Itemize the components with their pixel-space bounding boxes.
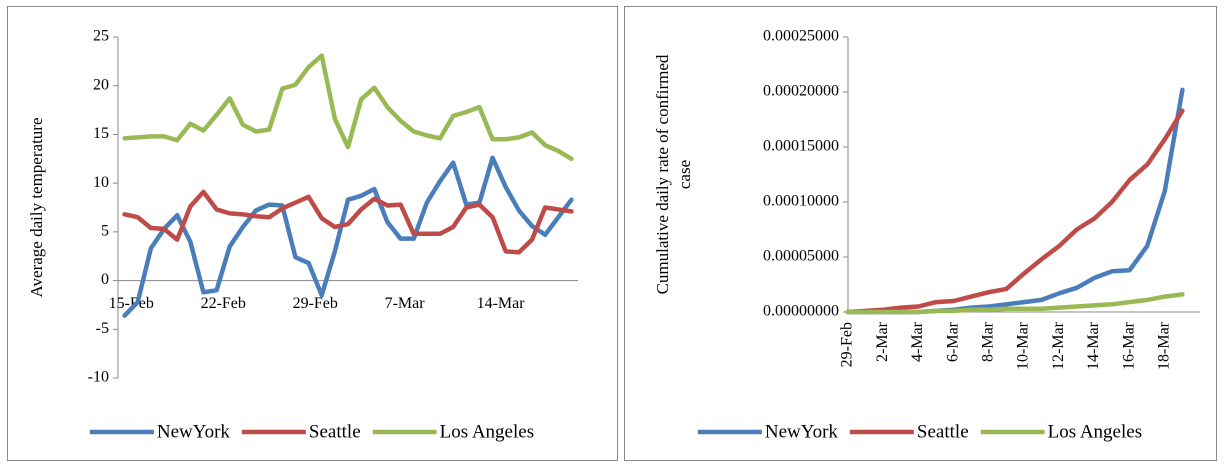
y-tick-label: -10 [88,369,109,386]
series-line [122,155,574,318]
x-tick-label: 16-Mar [1120,321,1137,370]
y-tick-label: -5 [96,320,109,337]
legend-label: Los Angeles [1048,421,1142,442]
x-tick-label: 14-Mar [477,295,526,312]
series-line [845,108,1185,315]
y-tick-label: 0.00005000 [763,248,839,265]
x-tick-label: 12-Mar [1050,321,1067,370]
y-axis-title: Cumulative daily rate of confirmed [653,54,672,294]
legend-label: Los Angeles [440,421,534,442]
x-tick-label: 18-Mar [1155,321,1172,370]
x-tick-label: 14-Mar [1085,321,1102,370]
y-tick-label: 0.00025000 [763,28,839,45]
x-tick-label: 6-Mar [944,321,961,362]
x-tick-label: 29-Feb [839,322,856,367]
y-tick-label: 0.00000000 [763,303,839,320]
series-line [122,189,574,255]
y-tick-label: 0.00010000 [763,193,839,210]
y-tick-label: 5 [101,223,109,240]
x-tick-label: 7-Mar [385,295,426,312]
y-tick-label: 0.00020000 [763,83,839,100]
legend: NewYork Seattle Los Angeles [89,421,534,442]
y-tick-label: 20 [93,76,109,93]
x-tick-label: 4-Mar [909,321,926,362]
y-tick-label: 10 [93,174,109,191]
y-tick-label: 25 [93,28,109,45]
panel-frame [7,6,618,461]
series-line [122,53,574,162]
y-tick-label: 0.00015000 [763,138,839,155]
series-line [845,292,1185,315]
x-tick-label: 10-Mar [1015,321,1032,370]
x-tick-label: 8-Mar [979,321,996,362]
legend-label: NewYork [765,421,839,442]
y-tick-label: 15 [93,125,109,142]
legend: NewYork Seattle Los Angeles [697,421,1142,442]
y-axis-title: Average daily temperature [27,118,46,298]
x-tick-label: 15-Feb [109,295,154,312]
x-tick-label: 2-Mar [874,321,891,362]
y-axis-title: case [675,160,694,189]
panel-frame [624,6,1217,461]
x-tick-label: 22-Feb [201,295,246,312]
y-tick-label: 0 [101,271,109,288]
legend-label: Seattle [917,421,969,442]
legend-label: Seattle [309,421,361,442]
legend-label: NewYork [157,421,231,442]
x-tick-label: 29-Feb [293,295,338,312]
